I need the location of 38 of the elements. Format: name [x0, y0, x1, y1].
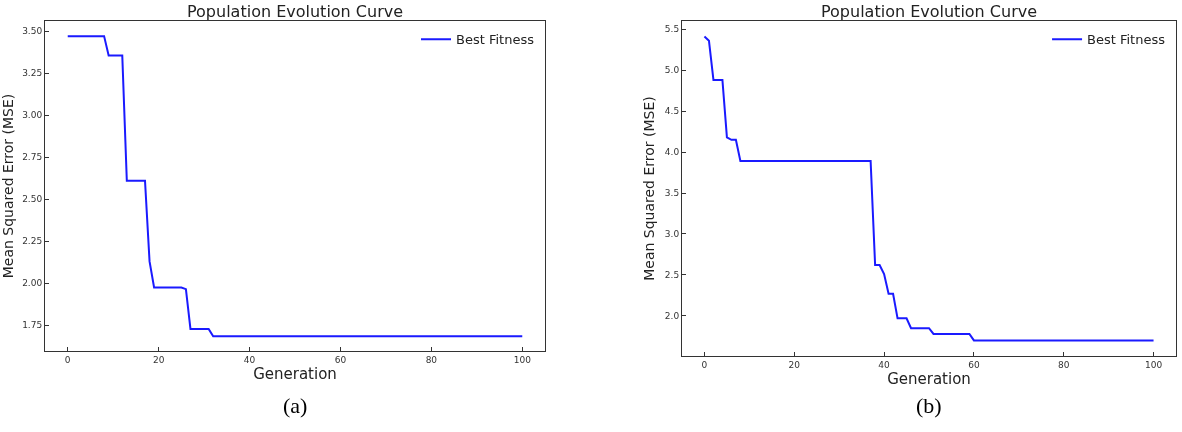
y-tick-label: 3.0 [664, 229, 680, 240]
y-tick-label: 3.25 [22, 68, 43, 79]
y-tick-label: 2.0 [664, 311, 680, 322]
x-tick-label: 40 [878, 359, 891, 370]
y-tick-label: 3.50 [22, 26, 43, 37]
chart-title: Population Evolution Curve [187, 2, 404, 21]
y-tick-label: 5.0 [664, 65, 680, 76]
y-tick-label: 1.75 [22, 320, 43, 331]
x-axis-title: Generation [253, 364, 337, 383]
legend-label: Best Fitness [456, 32, 535, 48]
x-tick-label: 40 [243, 354, 256, 365]
y-tick-label: 4.5 [664, 106, 680, 117]
x-tick-label: 0 [701, 359, 708, 370]
x-tick-label: 0 [64, 354, 71, 365]
y-tick-label: 4.0 [664, 147, 680, 158]
x-tick-label: 80 [425, 354, 438, 365]
x-tick-label: 20 [152, 354, 165, 365]
y-axis-title: Mean Squared Error (MSE) [641, 96, 658, 281]
y-tick-label: 2.50 [22, 194, 43, 205]
y-tick-label: 2.75 [22, 152, 43, 163]
x-tick-label: 80 [1058, 359, 1070, 370]
x-axis-title: Generation [887, 369, 971, 388]
x-tick-label: 100 [1144, 359, 1163, 370]
y-tick-label: 2.00 [22, 278, 43, 289]
x-tick-label: 60 [968, 359, 980, 370]
y-tick-label: 3.00 [22, 110, 43, 121]
x-tick-label: 20 [788, 359, 801, 370]
y-tick-label: 2.5 [664, 270, 680, 281]
y-tick-label: 3.5 [664, 188, 680, 199]
y-tick-label: 2.25 [22, 236, 43, 247]
chart-title: Population Evolution Curve [821, 2, 1038, 21]
legend-label: Best Fitness [1087, 32, 1166, 48]
text: (a) [283, 393, 308, 418]
text: (b) [916, 393, 942, 418]
y-tick-label: 5.5 [664, 24, 680, 35]
x-tick-label: 60 [334, 354, 347, 365]
y-axis-title: Mean Squared Error (MSE) [0, 93, 16, 279]
x-tick-label: 100 [513, 354, 532, 365]
